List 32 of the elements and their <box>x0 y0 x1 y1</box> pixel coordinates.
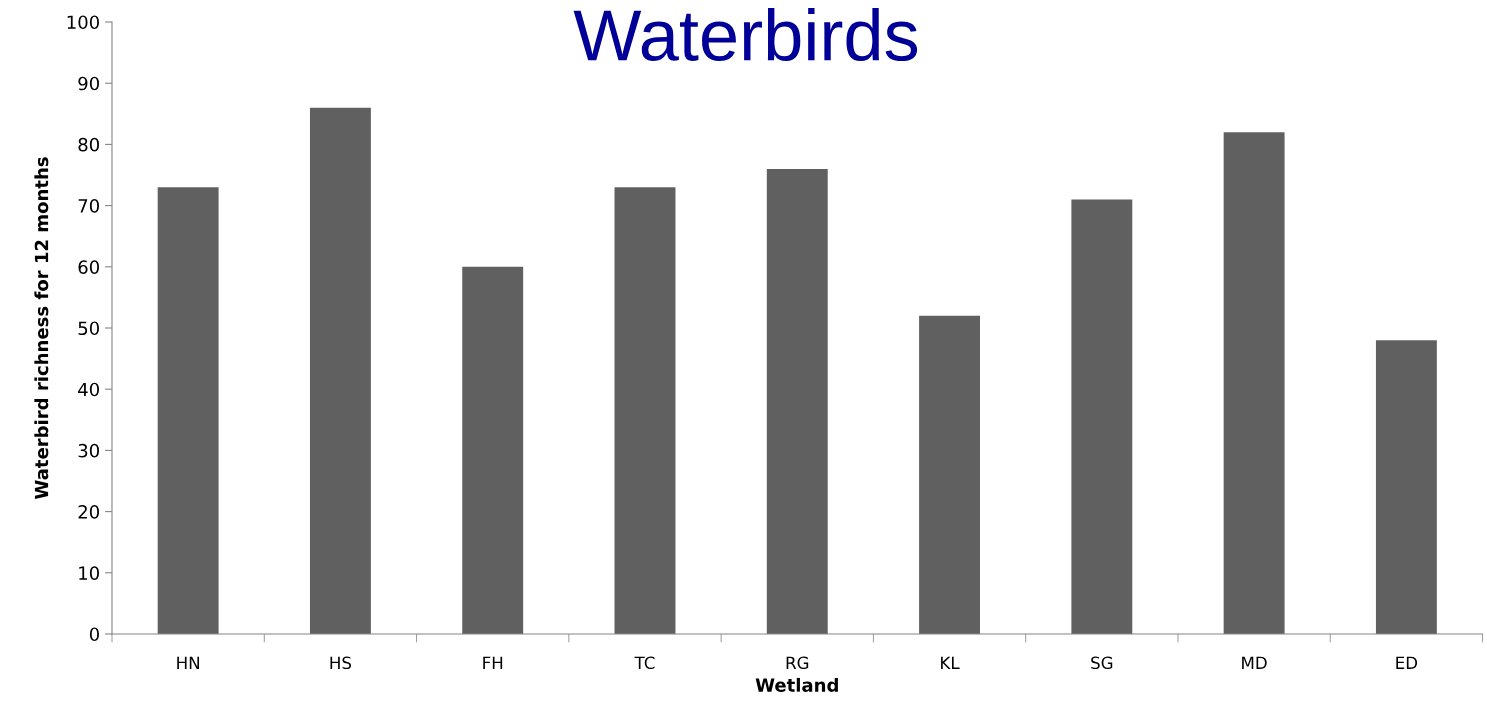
bar <box>1071 199 1133 634</box>
y-tick-label: 20 <box>78 505 99 519</box>
bar <box>462 266 524 634</box>
x-tick-label: SG <box>1091 656 1113 670</box>
bar <box>766 168 828 634</box>
bar <box>309 107 371 634</box>
y-tick-label: 90 <box>78 76 99 91</box>
x-tick-label: TC <box>634 656 655 670</box>
x-tick-label: HN <box>177 656 199 669</box>
bar <box>614 187 676 634</box>
y-tick-label: 30 <box>78 443 99 458</box>
y-tick-label: 50 <box>78 321 99 336</box>
x-tick-label: FH <box>483 656 503 669</box>
x-tick-label: ED <box>1396 656 1418 669</box>
y-tick-label: 70 <box>78 199 99 213</box>
y-tick-label: 10 <box>79 566 99 580</box>
bar <box>1223 132 1285 634</box>
x-axis-title: Wetland <box>755 677 838 692</box>
y-tick-label: 40 <box>78 382 99 397</box>
x-tick-label: KL <box>941 656 960 669</box>
bar <box>919 315 981 634</box>
bar <box>1375 340 1437 634</box>
y-tick-label: 100 <box>67 15 99 30</box>
y-tick-label: 0 <box>89 627 99 642</box>
bar <box>157 187 219 634</box>
y-tick-label: 60 <box>78 260 99 274</box>
x-tick-label: HS <box>330 656 352 670</box>
y-tick-label: 80 <box>78 137 99 152</box>
x-tick-label: MD <box>1242 656 1267 669</box>
y-axis-title: Waterbird richness for 12 months <box>34 157 49 500</box>
x-tick-label: RG <box>786 656 809 670</box>
chart-title: Waterbirds <box>573 8 918 62</box>
